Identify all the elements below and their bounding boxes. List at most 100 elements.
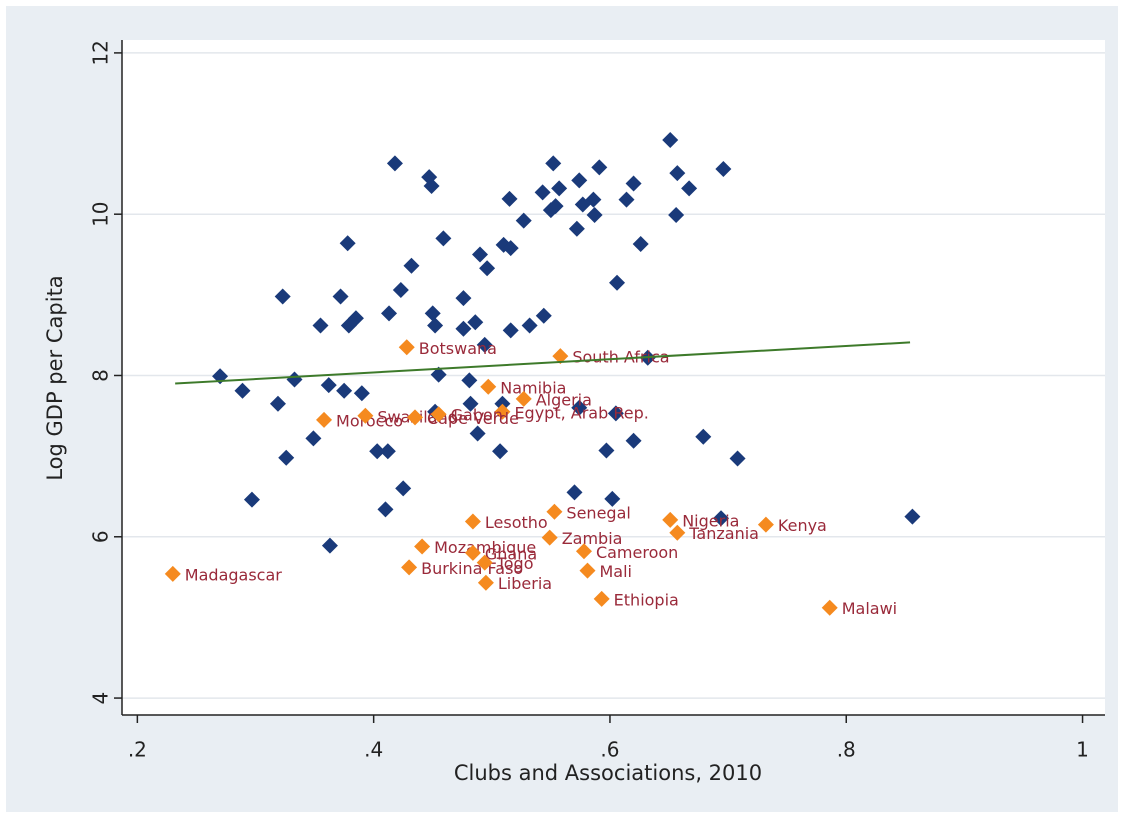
point-label: Tanzania [688,524,759,543]
point [424,305,441,322]
point [547,198,564,215]
point-label: Liberia [498,574,552,593]
x-tick-label: 1 [1076,738,1089,762]
point-label: Cameroon [596,543,678,562]
point [551,180,568,197]
point [234,382,251,399]
point [591,159,608,176]
point [243,491,260,508]
point [321,537,338,554]
point [632,236,649,253]
point-label: Ghana [485,544,537,563]
point-label: Malawi [842,599,897,618]
point [476,554,493,571]
point [618,191,635,208]
point-label: Ethiopia [614,590,679,609]
point [320,377,337,394]
point [625,175,642,192]
point [545,155,562,172]
point [407,409,424,426]
point-label: Mali [600,562,633,581]
point [353,385,370,402]
point [369,443,386,460]
point [609,274,626,291]
point [278,449,295,466]
point [625,432,642,449]
point [461,372,478,389]
point [430,406,447,423]
point [607,405,624,422]
point [669,524,686,541]
point [479,260,496,277]
point-label: Madagascar [185,565,282,584]
point [494,403,511,420]
point [593,590,610,607]
point-label: Cape Verde [427,409,519,428]
y-tick-label: 12 [89,40,113,65]
point [379,443,396,460]
point [541,529,558,546]
point [681,180,698,197]
x-tick-label: .6 [600,738,619,762]
point [464,513,481,530]
point [381,305,398,322]
point-label: Morocco [336,411,403,430]
point [398,339,415,356]
point-label: Nigeria [682,511,739,530]
y-tick-label: 10 [89,201,113,226]
point [305,430,322,447]
point [729,450,746,467]
point-label: Lesotho [485,513,548,532]
point [501,190,518,207]
y-tick-label: 4 [89,692,113,705]
point [575,543,592,560]
point [339,235,356,252]
point [535,307,552,324]
point [598,442,615,459]
point [480,378,497,395]
point [821,599,838,616]
point [695,428,712,445]
point [164,565,181,582]
point [546,503,563,520]
y-axis-label: Log GDP per Capita [43,275,67,480]
x-tick-label: .8 [837,738,856,762]
point [492,443,509,460]
x-tick-label: .2 [128,738,147,762]
point-label: Egypt, Arab Rep. [514,403,648,422]
point-label: Senegal [566,503,630,522]
point [515,212,532,229]
point [357,407,374,424]
point-label: Mozambique [434,538,536,557]
point [274,288,291,305]
point [586,207,603,223]
point [316,411,333,428]
point [571,172,588,189]
point [427,317,444,334]
point-label: Burkina Faso [421,559,523,578]
y-tick-label: 8 [89,369,113,382]
point [423,177,440,194]
point [455,320,472,337]
point [476,336,493,353]
x-axis-label: Clubs and Associations, 2010 [454,761,762,785]
point-label: Togo [496,554,534,573]
point-label: Algeria [536,390,592,409]
point [471,246,488,263]
point [286,371,303,388]
point [462,395,479,412]
point [604,490,621,507]
point [585,191,602,208]
point [662,132,679,148]
point [467,314,484,331]
fit-line [175,341,911,385]
point [347,310,364,327]
x-tick-label: .4 [364,738,383,762]
point [757,516,774,533]
point [455,290,472,307]
point-label: Zambia [562,529,623,548]
point [715,161,732,178]
point [668,207,685,223]
point [392,282,409,298]
